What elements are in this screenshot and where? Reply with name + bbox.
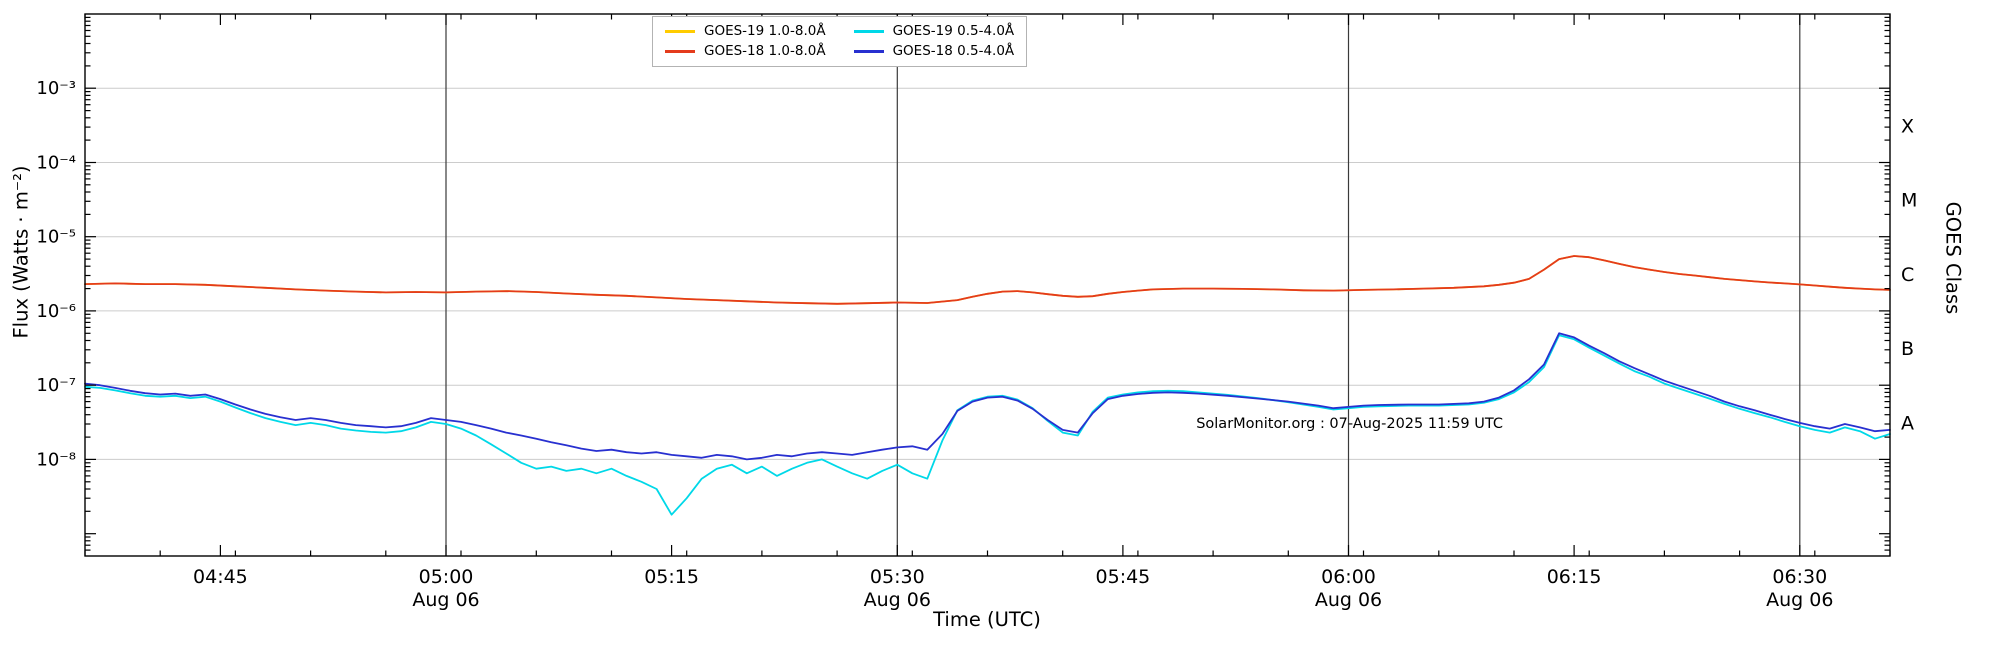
legend-item-label: GOES-18 1.0-8.0Å xyxy=(704,43,826,59)
legend-item: GOES-18 0.5-4.0Å xyxy=(853,43,1015,60)
x-date-label: Aug 06 xyxy=(864,589,931,611)
horizontal-gridlines xyxy=(85,87,1890,460)
y-tick-label: 10⁻⁵ xyxy=(36,227,76,248)
goes-class-letter: B xyxy=(1901,338,1914,360)
goes-class-letter: M xyxy=(1901,190,1917,212)
y-tick-label: 10⁻⁶ xyxy=(36,301,76,322)
y-tick-label: 10⁻⁸ xyxy=(36,449,76,470)
x-date-label: Aug 06 xyxy=(1315,589,1382,611)
x-tick-label: 05:30 xyxy=(870,566,925,588)
chart-legend: GOES-19 1.0-8.0Å GOES-19 0.5-4.0Å GOES-18 … xyxy=(652,16,1028,67)
plot-frame xyxy=(84,13,1891,557)
x-tick-label: 06:15 xyxy=(1547,566,1602,588)
y-tick-label: 10⁻⁴ xyxy=(36,153,76,174)
legend-item: GOES-19 1.0-8.0Å xyxy=(665,23,826,40)
axis-ticks xyxy=(84,14,1891,556)
x-date-label: Aug 06 xyxy=(412,589,479,611)
series-goes-19-0-5-4-0- xyxy=(84,334,1891,516)
x-axis-label: Time (UTC) xyxy=(933,608,1041,631)
legend-item-label: GOES-18 0.5-4.0Å xyxy=(892,43,1015,59)
goes-class-letter: C xyxy=(1901,264,1914,286)
goes-class-axis-label: GOES Class xyxy=(1941,201,1965,315)
x-date-label: Aug 06 xyxy=(1766,589,1833,611)
solarmonitor-watermark: SolarMonitor.org : 07-Aug-2025 11:59 UTC xyxy=(1196,416,1503,432)
x-tick-label: 04:45 xyxy=(193,566,248,588)
y-tick-label: 10⁻³ xyxy=(36,78,76,99)
goes-class-letter: X xyxy=(1901,115,1914,137)
vertical-date-gridlines xyxy=(445,14,1801,556)
y-tick-label: 10⁻⁷ xyxy=(36,375,76,396)
legend-line-swatch xyxy=(853,30,884,33)
x-tick-label: 06:00 xyxy=(1321,566,1376,588)
x-tick-label: 05:00 xyxy=(419,566,474,588)
legend-line-swatch xyxy=(665,50,695,53)
legend-line-swatch xyxy=(853,50,884,53)
legend-line-swatch xyxy=(665,30,695,33)
goes-class-letter: A xyxy=(1901,412,1914,434)
x-tick-label: 05:15 xyxy=(644,566,699,588)
series-goes-18-1-0-8-0- xyxy=(84,255,1891,305)
legend-item: GOES-18 1.0-8.0Å xyxy=(665,43,826,60)
series-goes-18-0-5-4-0- xyxy=(84,332,1891,461)
legend-item-label: GOES-19 0.5-4.0Å xyxy=(892,23,1015,39)
legend-item: GOES-19 0.5-4.0Å xyxy=(853,23,1015,40)
y-axis-label: Flux (Watts · m⁻²) xyxy=(9,165,33,339)
x-tick-label: 06:30 xyxy=(1772,566,1827,588)
legend-item-label: GOES-19 1.0-8.0Å xyxy=(704,23,826,39)
x-tick-label: 05:45 xyxy=(1096,566,1151,588)
